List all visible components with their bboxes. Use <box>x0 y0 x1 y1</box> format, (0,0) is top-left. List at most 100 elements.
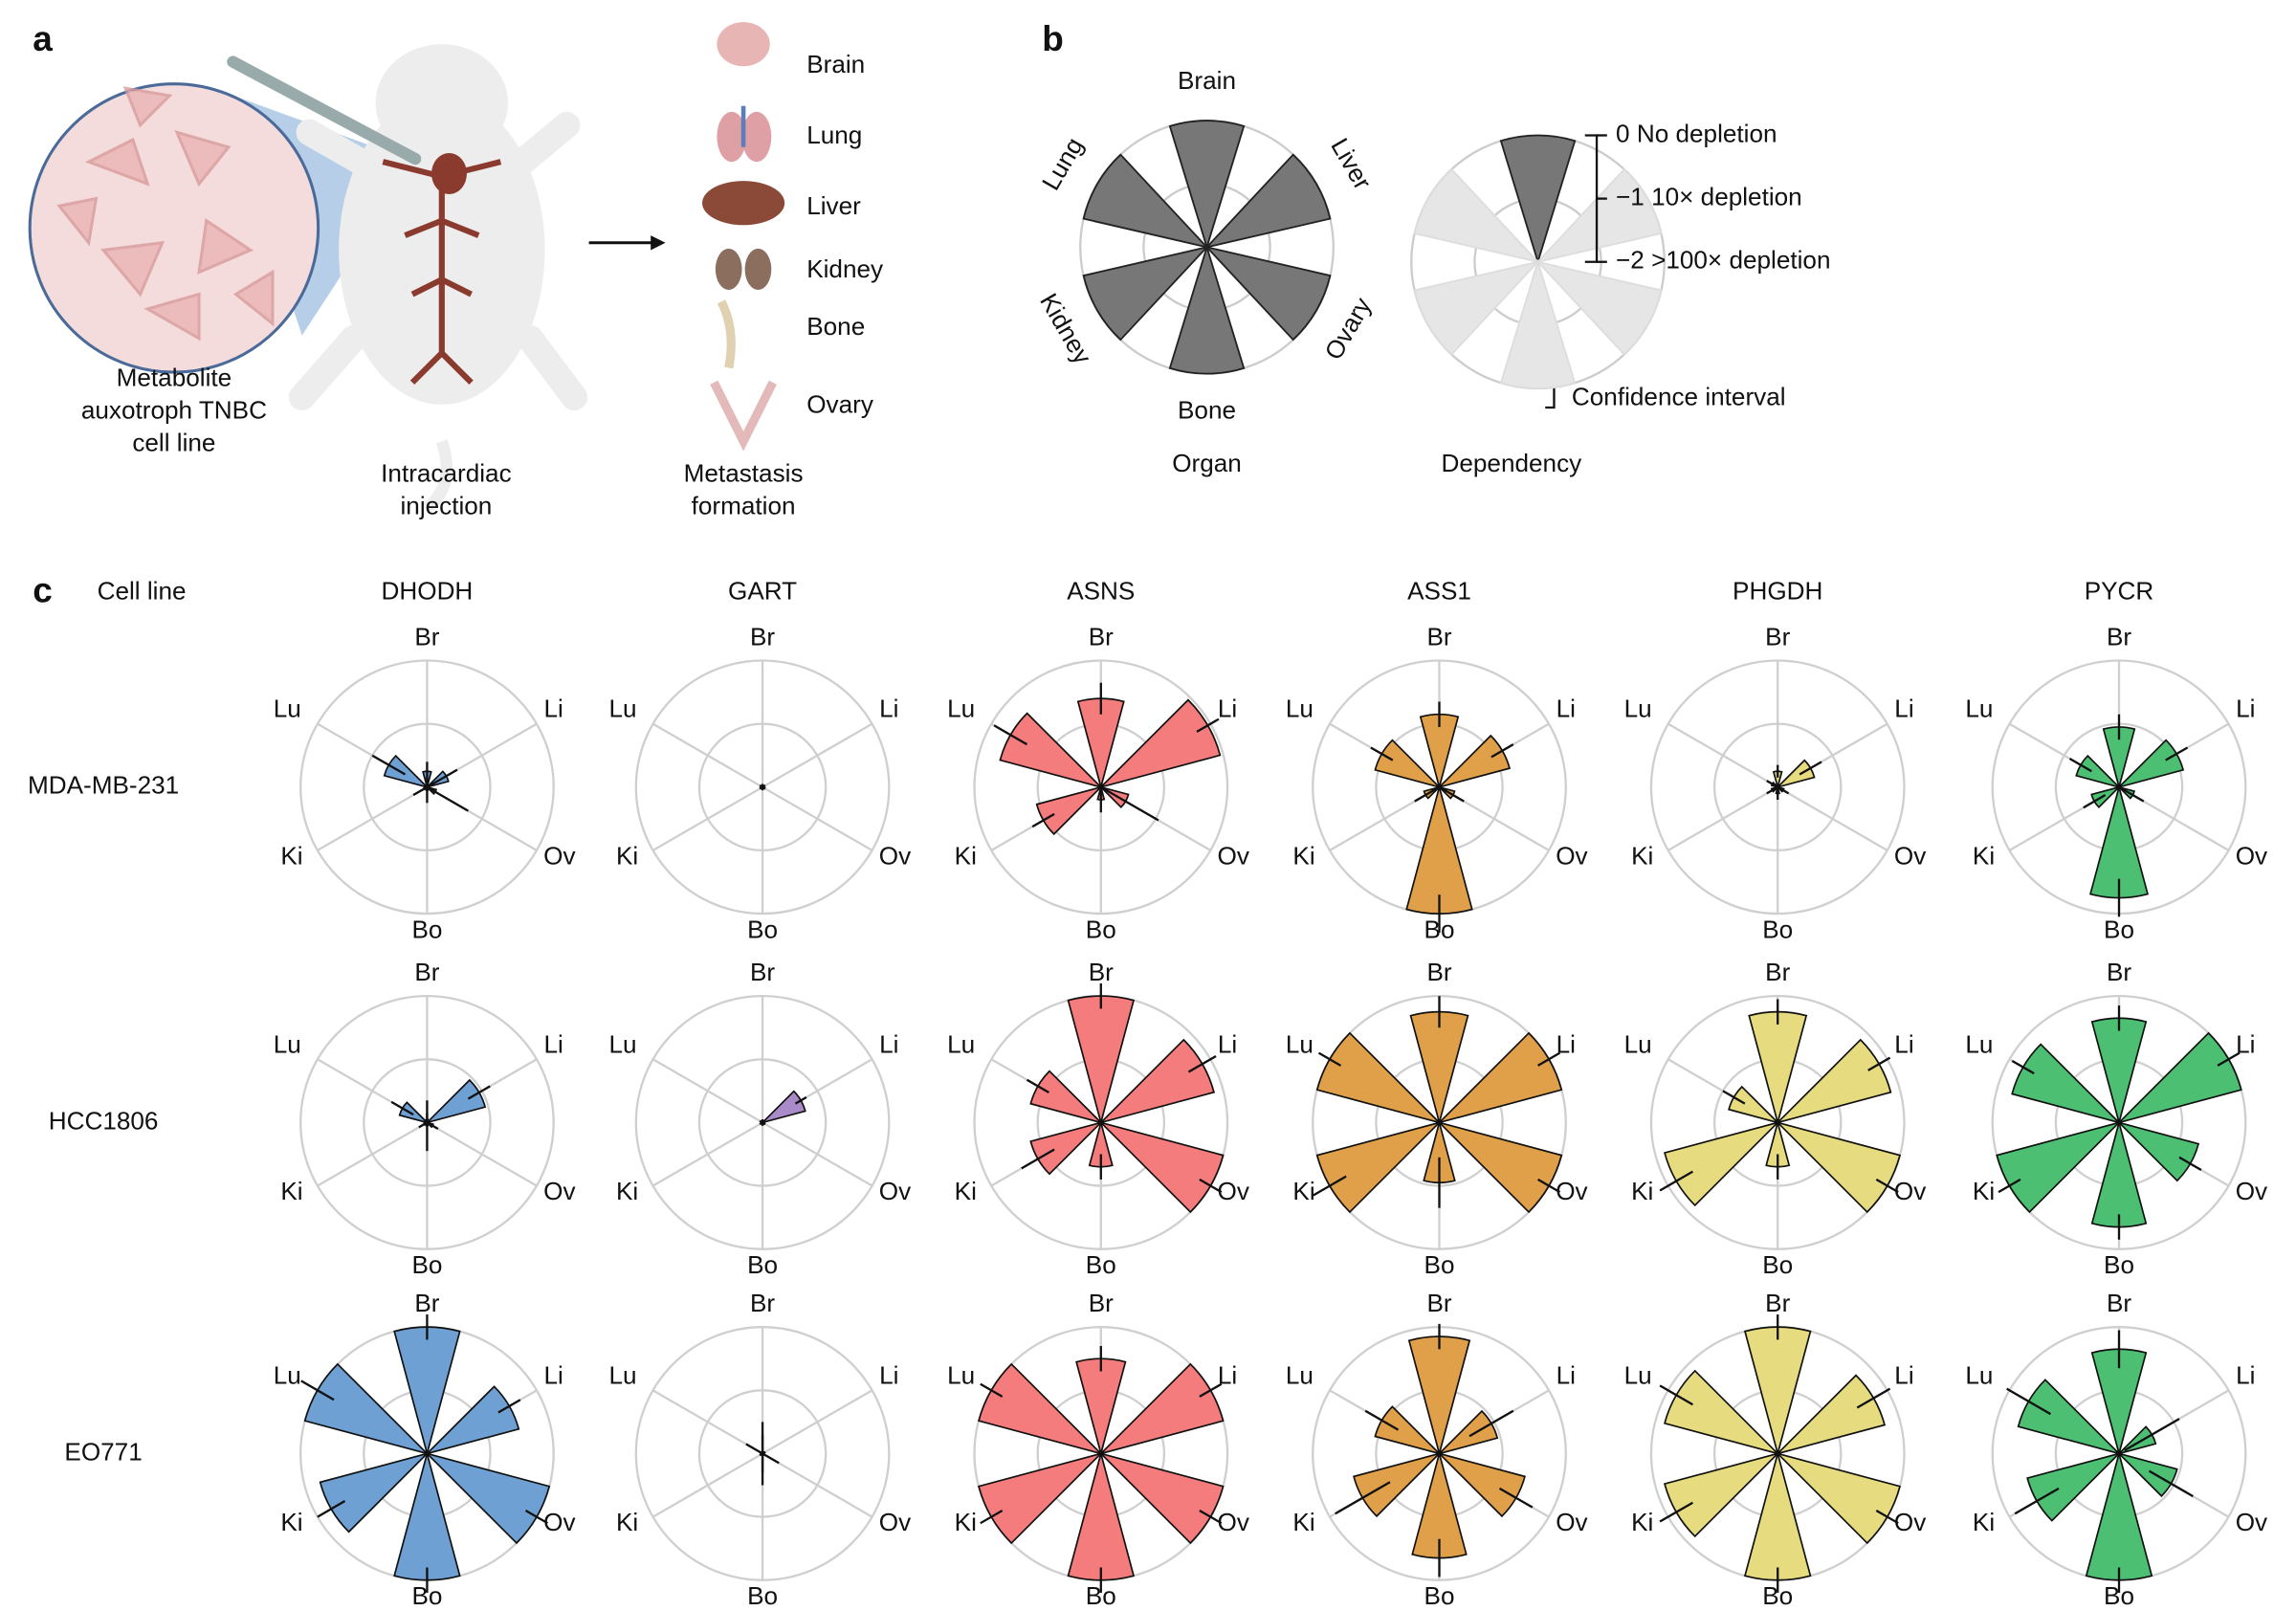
ci-bar <box>1196 717 1220 733</box>
panel-label: b <box>1042 19 1064 58</box>
ci-bar <box>497 1399 521 1414</box>
ci-bar <box>1875 1178 1899 1194</box>
ci-bar <box>1335 1481 1391 1515</box>
ci-bar <box>1313 1175 1347 1197</box>
category-label: Ov <box>1894 1508 1926 1536</box>
category-label: Lu <box>1965 695 1993 723</box>
caption: Metabolite <box>117 364 232 392</box>
row-label: MDA-MB-231 <box>28 771 179 800</box>
ci-bar <box>1659 1384 1694 1406</box>
category-label: Li <box>1556 1029 1576 1058</box>
organ-label: Liver <box>806 191 861 220</box>
category-label: Ov <box>2236 1177 2267 1205</box>
category-label: Bo <box>747 1581 778 1610</box>
ci-bar <box>1441 787 1465 803</box>
category-label: Ov <box>1556 1508 1587 1536</box>
ci-bar <box>745 1443 780 1465</box>
caption: cell line <box>132 428 215 456</box>
category-label: Li <box>1218 1029 1237 1058</box>
column-header: GART <box>728 577 797 606</box>
category-label: Ov <box>1218 1177 1249 1205</box>
category-label: Ov <box>1218 1508 1249 1536</box>
category-label: Br <box>1765 958 1790 986</box>
wedge <box>1534 260 1663 356</box>
category-label: Ki <box>1292 842 1314 871</box>
ci-bar <box>2148 1469 2194 1498</box>
category-label: Li <box>2236 1029 2255 1058</box>
illustration <box>28 22 785 513</box>
category-label: Lu <box>1286 1360 1314 1389</box>
ci-bar <box>1414 787 1438 803</box>
category-label: Ki <box>1973 842 1995 871</box>
category-label: Ki <box>1973 1508 1995 1536</box>
category-label: Br <box>414 622 439 651</box>
category-label: Ov <box>879 842 911 871</box>
category-label: Li <box>2236 1360 2255 1389</box>
legend-label: 0 No depletion <box>1616 119 1777 147</box>
category-label: Bo <box>2104 915 2134 943</box>
row-header: Cell line <box>98 577 187 606</box>
organ-label: Lung <box>806 121 862 149</box>
category-label: Ki <box>616 842 638 871</box>
category-label: Ki <box>1631 842 1653 871</box>
wedge <box>1413 260 1541 356</box>
caption: formation <box>692 491 796 519</box>
category-label: Ov <box>1556 842 1587 871</box>
ci-bar <box>1659 1170 1694 1192</box>
caption: Intracardiac <box>381 459 512 488</box>
caption: auxotroph TNBC <box>81 396 267 425</box>
ci-bar <box>1722 1090 1746 1105</box>
ci-bar <box>1659 1501 1694 1523</box>
ci-bar <box>1875 1509 1899 1525</box>
category-label: Li <box>544 695 563 723</box>
category-label: Bo <box>411 1250 442 1279</box>
category-label: Lu <box>608 1029 636 1058</box>
category-label: Ki <box>1631 1508 1653 1536</box>
category-label: Lu <box>1286 695 1314 723</box>
category-label: Ki <box>1292 1508 1314 1536</box>
ci-bar <box>2124 1418 2180 1452</box>
category-label: Bo <box>1086 915 1116 943</box>
category-label: Br <box>750 1289 775 1317</box>
category-label: Br <box>2107 1289 2131 1317</box>
ci-bar <box>2121 787 2145 803</box>
category-label: Ov <box>2236 842 2267 871</box>
column-header: ASS1 <box>1407 577 1471 606</box>
category-label: Bo <box>1762 915 1793 943</box>
ci-bar <box>980 1382 1004 1398</box>
wheel-title: Organ <box>1172 449 1242 477</box>
ci-bar <box>434 768 458 783</box>
ci-bar <box>980 1509 1004 1525</box>
legend-label: −2 >100× depletion <box>1616 246 1830 275</box>
ci-bar <box>1766 780 1778 788</box>
panel-label: a <box>33 19 53 58</box>
category-label: Lu <box>947 1360 975 1389</box>
panel-label: c <box>33 571 53 610</box>
wedge <box>1168 120 1246 251</box>
category-label: Br <box>1765 1289 1790 1317</box>
category-label: Bo <box>1424 1581 1455 1610</box>
category-label: Bo <box>411 915 442 943</box>
ci-bar <box>1199 1382 1223 1398</box>
category-label: Li <box>1218 695 1237 723</box>
category-label: Ov <box>543 842 575 871</box>
category-label: Li <box>879 695 898 723</box>
organ-label: Bone <box>806 312 865 341</box>
category-label: Li <box>1218 1360 1237 1389</box>
category-label: Lu <box>608 1360 636 1389</box>
category-label: Ov <box>1218 842 1249 871</box>
category-label: Ki <box>1973 1177 1995 1205</box>
wedge <box>1499 258 1577 389</box>
category-label: Li <box>1894 1029 1913 1058</box>
category-label: Lu <box>274 1360 301 1389</box>
row-label: HCC1806 <box>49 1106 159 1135</box>
ci-bar <box>1021 1148 1055 1170</box>
category-label: Br <box>2107 958 2131 986</box>
ci-bar <box>1026 1078 1049 1094</box>
ci-bar <box>524 1509 548 1525</box>
ci-bar <box>759 784 766 790</box>
organ-label: Brain <box>806 50 865 78</box>
ci-bar <box>1766 785 1778 795</box>
ci-bar <box>1468 1409 1514 1438</box>
category-label: Li <box>879 1360 898 1389</box>
